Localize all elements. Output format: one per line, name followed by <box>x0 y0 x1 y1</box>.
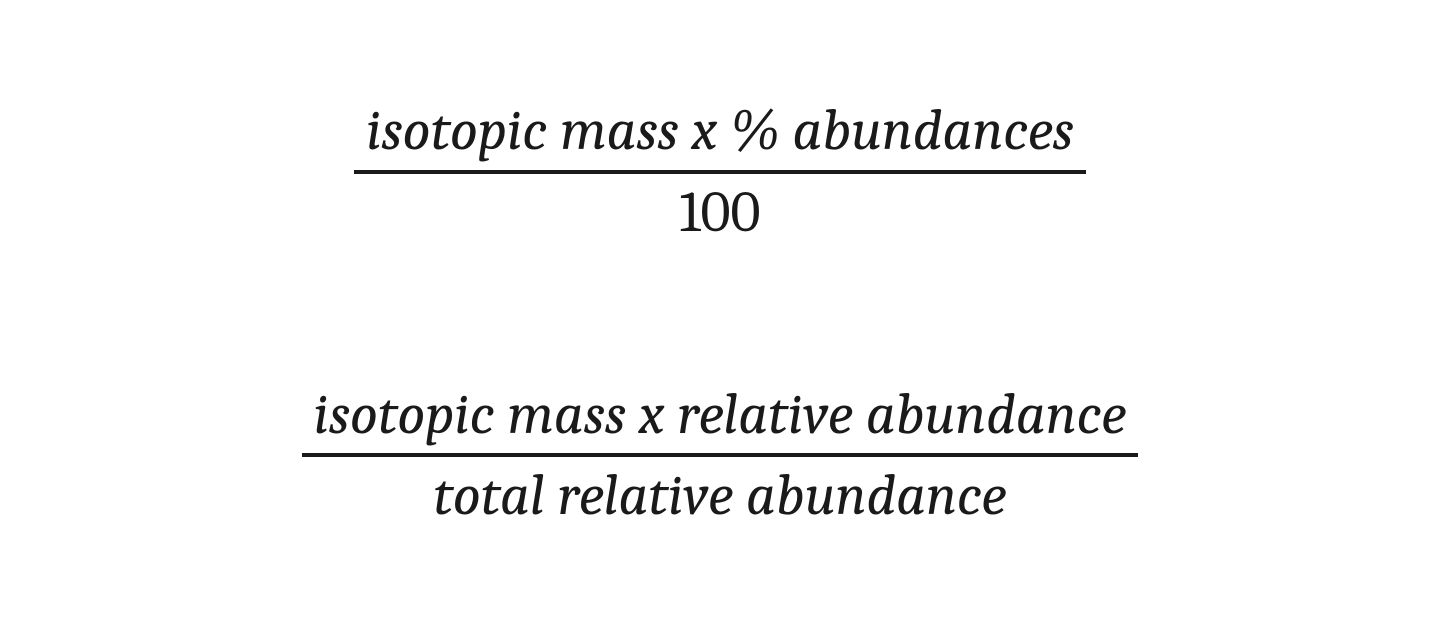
formula-page: isotopic mass x % abundances 100 isotopi… <box>0 0 1440 637</box>
formula-2-numerator: isotopic mass x relative abundance <box>302 380 1139 454</box>
formula-1-numerator: isotopic mass x % abundances <box>354 96 1086 170</box>
formula-2: isotopic mass x relative abundance total… <box>302 380 1139 531</box>
formula-1: isotopic mass x % abundances 100 <box>354 96 1086 247</box>
formula-2-denominator: total relative abundance <box>421 457 1018 531</box>
formula-1-denominator: 100 <box>668 174 773 248</box>
